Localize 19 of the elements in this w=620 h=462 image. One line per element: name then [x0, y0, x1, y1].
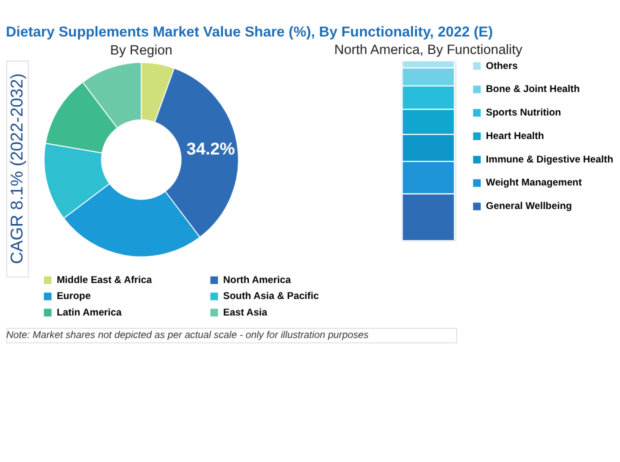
- legend-label: Others: [486, 60, 518, 72]
- legend-label: Latin America: [56, 307, 122, 318]
- data-label: 34.2%: [186, 140, 235, 159]
- legend-label: Weight Management: [486, 178, 582, 189]
- chart-subtitle: By Region: [110, 42, 172, 58]
- text: CAGR 8.1% (2022-2032): [7, 73, 26, 264]
- legend-label: Sports Nutrition: [486, 108, 562, 119]
- legend-label: Heart Health: [486, 130, 544, 142]
- legend-label: East Asia: [223, 307, 268, 318]
- legend-label: Immune & Digestive Health: [486, 154, 614, 166]
- legend-label: South Asia & Pacific: [223, 291, 320, 302]
- legend-label: Middle East & Africa: [56, 274, 152, 286]
- legend-label: Bone & Joint Health: [486, 84, 580, 96]
- legend-label: Europe: [56, 291, 92, 302]
- legend-label: North America: [223, 274, 292, 286]
- chart-title: Dietary Supplements Market Value Share (%), By Functionality, 2022 (E): [6, 24, 494, 40]
- legend-label: General Wellbeing: [486, 201, 572, 212]
- chart-title: North America, By Functionality: [334, 42, 523, 57]
- text: Note: Market shares not depicted as per actual scale - only for illustration purposes: [6, 330, 369, 341]
